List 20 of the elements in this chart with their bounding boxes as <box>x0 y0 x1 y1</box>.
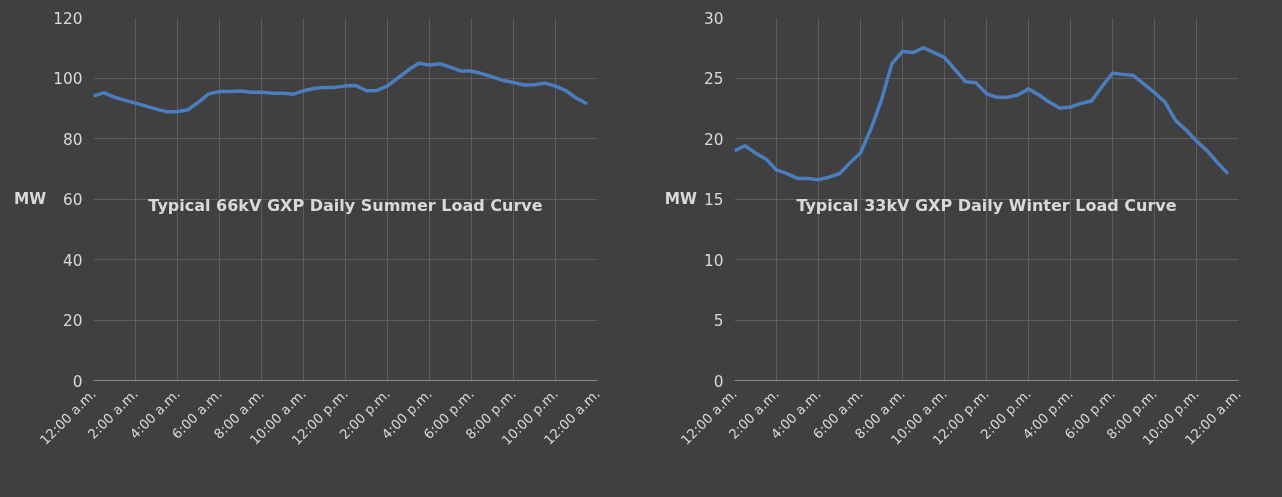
y-tick-label: 15 <box>704 191 724 209</box>
line-series <box>93 61 589 114</box>
y-tick-label: 0 <box>72 372 83 391</box>
y-tick-label: 80 <box>63 130 83 149</box>
line-series <box>734 46 1230 182</box>
y-tick-label: 10 <box>704 251 724 270</box>
y-tick-label: 25 <box>704 70 724 88</box>
text: Typical 33kV GXP Daily Winter Load Curve <box>796 196 1177 215</box>
text: Typical 66kV GXP Daily Summer Load Curve <box>148 196 543 215</box>
y-tick-label: 20 <box>704 130 724 149</box>
y-tick-label: 100 <box>53 70 83 88</box>
y-tick-label: 20 <box>63 312 83 330</box>
y-tick-label: 120 <box>53 9 83 28</box>
y-tick-label: 60 <box>63 191 83 209</box>
y-tick-label: 30 <box>704 9 724 28</box>
y-tick-label: 0 <box>713 372 724 391</box>
y-axis-title: MW <box>664 190 698 208</box>
y-tick-label: 5 <box>713 312 724 330</box>
y-axis-title: MW <box>14 190 47 208</box>
y-tick-label: 40 <box>63 251 83 270</box>
